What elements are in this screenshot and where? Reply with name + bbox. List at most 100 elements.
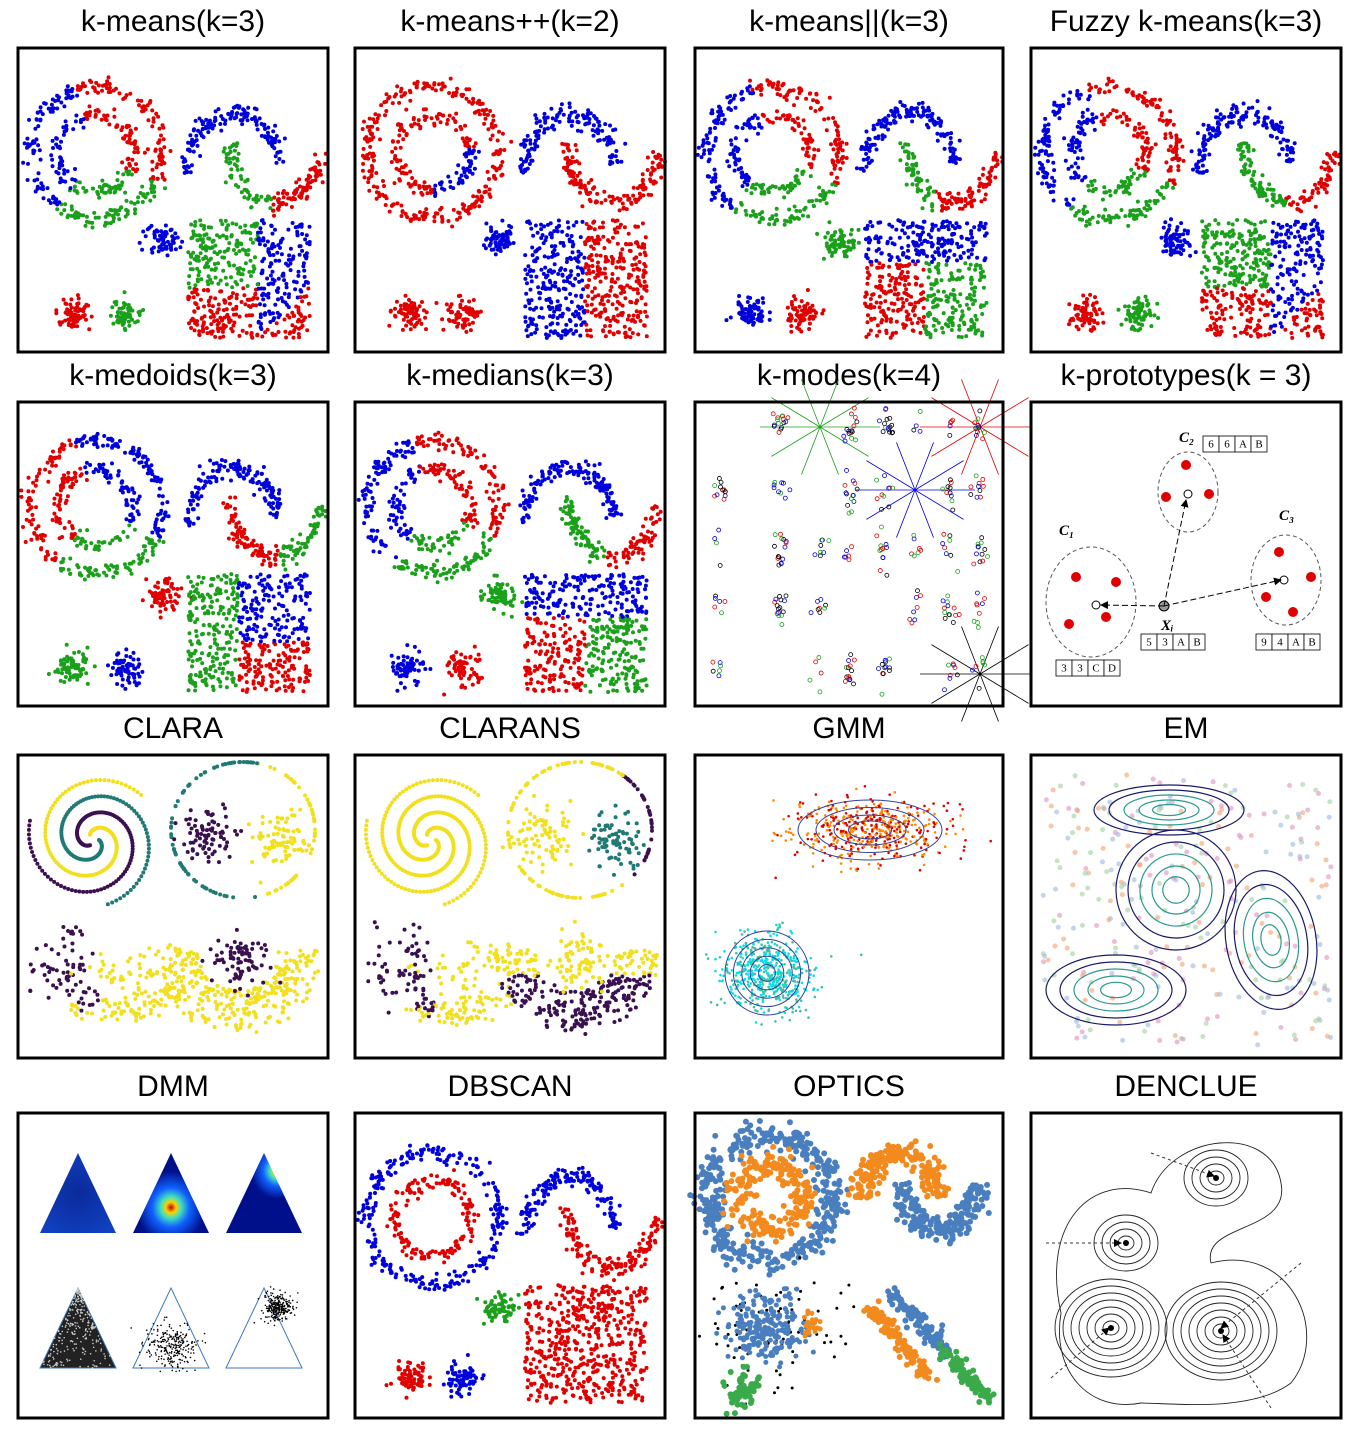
- point: [760, 215, 765, 220]
- point: [789, 300, 794, 304]
- point: [216, 261, 220, 266]
- point: [187, 295, 192, 300]
- point: [602, 271, 607, 276]
- point: [835, 175, 839, 180]
- point: [965, 201, 970, 206]
- point: [120, 160, 125, 165]
- point: [122, 313, 126, 318]
- point: [871, 123, 876, 128]
- panel: [353, 46, 667, 354]
- point: [1092, 178, 1097, 183]
- point: [625, 317, 630, 322]
- point: [775, 92, 780, 97]
- point: [234, 296, 239, 301]
- point: [747, 117, 752, 122]
- point: [154, 111, 159, 116]
- point: [557, 223, 562, 228]
- point: [491, 152, 496, 157]
- point: [127, 306, 132, 311]
- point: [530, 322, 535, 326]
- point: [456, 321, 461, 326]
- point: [889, 108, 894, 113]
- point: [574, 148, 579, 153]
- point: [287, 292, 292, 297]
- point: [1158, 97, 1163, 102]
- point: [722, 117, 727, 122]
- point: [1126, 223, 1131, 228]
- point: [773, 218, 778, 223]
- point: [635, 287, 640, 292]
- point: [149, 183, 154, 188]
- point: [1100, 112, 1104, 117]
- point: [1094, 84, 1098, 89]
- point: [224, 226, 229, 230]
- point: [424, 83, 429, 88]
- point: [918, 283, 923, 288]
- point: [231, 307, 236, 312]
- point: [159, 133, 163, 138]
- point: [499, 238, 504, 242]
- point: [596, 260, 600, 265]
- point: [524, 291, 529, 296]
- point: [547, 278, 552, 283]
- point: [59, 159, 64, 164]
- point: [473, 155, 478, 160]
- point: [631, 185, 636, 190]
- point: [886, 306, 891, 311]
- point: [441, 83, 446, 88]
- point: [957, 206, 962, 211]
- point: [150, 159, 155, 164]
- point: [1197, 170, 1202, 175]
- point: [132, 201, 137, 206]
- point: [965, 221, 970, 226]
- point: [565, 142, 569, 147]
- point: [601, 329, 606, 334]
- point: [284, 202, 289, 207]
- point: [281, 195, 286, 200]
- point: [272, 316, 277, 321]
- point: [640, 178, 645, 183]
- point: [170, 234, 175, 239]
- point: [578, 235, 583, 240]
- point: [121, 97, 126, 101]
- point: [1174, 140, 1179, 145]
- point: [202, 233, 207, 238]
- point: [1230, 106, 1235, 111]
- point: [907, 109, 912, 114]
- point: [770, 216, 775, 221]
- point: [957, 268, 962, 273]
- point: [239, 177, 244, 181]
- point: [935, 131, 940, 136]
- point: [276, 276, 281, 281]
- point: [231, 291, 235, 296]
- point: [424, 327, 428, 332]
- point: [399, 94, 404, 99]
- point: [596, 119, 601, 124]
- point: [1050, 175, 1055, 180]
- point: [471, 298, 476, 302]
- point: [909, 173, 914, 178]
- point: [568, 328, 573, 332]
- point: [84, 219, 89, 224]
- point: [888, 236, 893, 241]
- point: [528, 287, 533, 292]
- point: [304, 196, 309, 201]
- point: [265, 276, 270, 281]
- point: [718, 106, 723, 111]
- point: [874, 147, 879, 152]
- point: [739, 166, 744, 170]
- point: [164, 230, 168, 234]
- point: [387, 323, 392, 328]
- point: [37, 148, 42, 153]
- point: [1138, 211, 1143, 216]
- point: [388, 309, 393, 314]
- point: [1191, 167, 1195, 172]
- point: [374, 120, 379, 124]
- point: [1063, 158, 1068, 163]
- point: [987, 177, 992, 182]
- point: [227, 320, 232, 325]
- point: [122, 290, 127, 295]
- point: [930, 254, 935, 259]
- point: [260, 334, 265, 339]
- point: [715, 121, 720, 126]
